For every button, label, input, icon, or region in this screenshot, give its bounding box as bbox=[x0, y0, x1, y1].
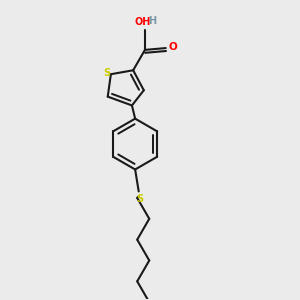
Text: H: H bbox=[148, 16, 156, 26]
Text: S: S bbox=[103, 68, 111, 78]
Text: O: O bbox=[169, 43, 178, 52]
Text: S: S bbox=[136, 194, 143, 204]
Text: OH: OH bbox=[135, 17, 152, 27]
